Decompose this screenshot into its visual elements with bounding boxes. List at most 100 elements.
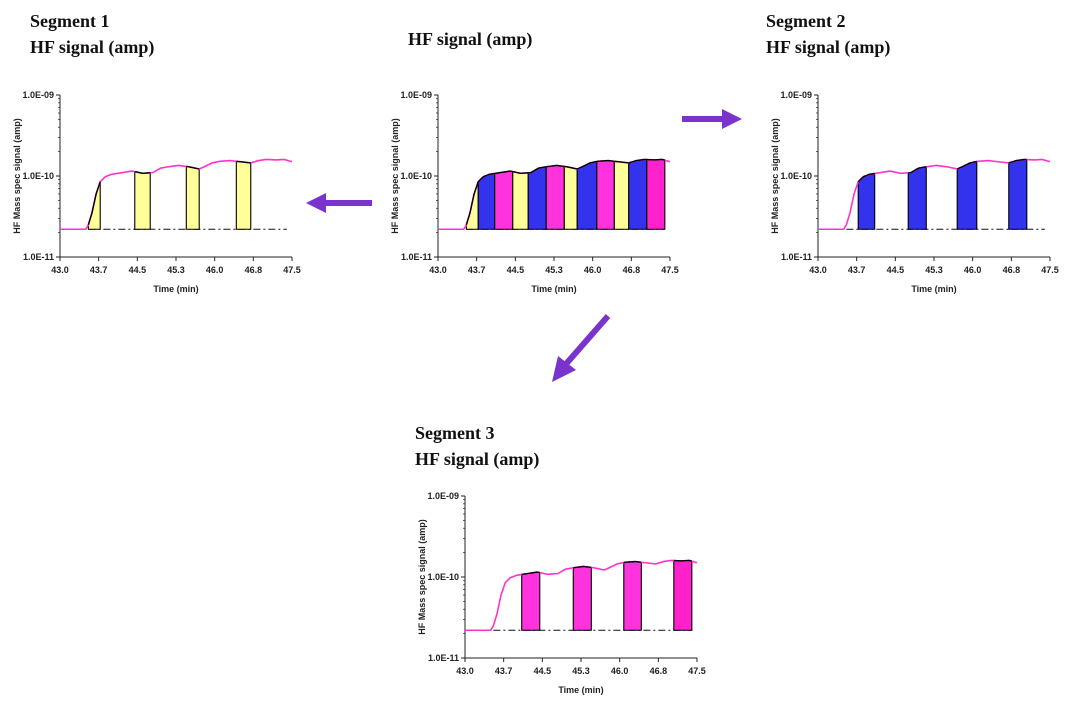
y-axis-label: HF Mass spec signal (amp) [417, 519, 427, 635]
y-axis-label: HF Mass spec signal (amp) [770, 118, 780, 234]
x-tick-label: 45.3 [572, 666, 590, 676]
chart-combined: 1.0E-11 1.0E-10 1.0E-09 43.0 43.7 44.5 45.3 46.… [378, 75, 679, 305]
x-axis-label: Time (min) [558, 685, 603, 695]
chart-segment-3: 1.0E-11 1.0E-10 1.0E-09 43.0 43.7 44.5 45.3 46.… [405, 476, 706, 706]
segment-top-edge [956, 160, 977, 170]
x-axis-label: Time (min) [911, 284, 956, 294]
segment-top-edge [857, 172, 875, 183]
segment-top-edge [564, 165, 578, 170]
integration-segment [613, 160, 630, 230]
y-tick-label: 1.0E-10 [780, 171, 812, 181]
segment-3-subtitle: HF signal (amp) [415, 449, 540, 469]
x-tick-label: 43.7 [468, 265, 486, 275]
y-tick-label: 1.0E-11 [428, 653, 459, 663]
x-tick-label: 43.0 [809, 265, 827, 275]
integration-segment [576, 160, 598, 230]
segment-top-edge [623, 560, 642, 564]
combined-subtitle: HF signal (amp) [408, 29, 533, 49]
y-axis-label: HF Mass spec signal (amp) [12, 118, 22, 234]
x-tick-label: 45.3 [925, 265, 943, 275]
segment-top-edge [1008, 158, 1027, 164]
chart-segment-2: 1.0E-11 1.0E-10 1.0E-09 43.0 43.7 44.5 45.3 46.… [758, 75, 1059, 305]
x-axis-label: Time (min) [531, 284, 576, 294]
segment-top-edge [596, 159, 615, 163]
segment-top-edge [465, 181, 479, 225]
segment-top-edge [494, 170, 513, 175]
integration-segment [185, 165, 200, 230]
arrow-down-left-icon [552, 314, 611, 382]
integration-segment [527, 166, 547, 230]
x-tick-label: 46.8 [245, 265, 263, 275]
segment-top-edge [528, 166, 547, 174]
integration-segment [572, 565, 592, 631]
chart-segment-3-svg: 1.0E-11 1.0E-10 1.0E-09 43.0 43.7 44.5 45.3 46.… [417, 491, 706, 695]
x-tick-label: 46.0 [206, 265, 224, 275]
chart-segment-1: 1.0E-11 1.0E-10 1.0E-09 43.0 43.7 44.5 45.3 46.… [0, 75, 301, 305]
integration-segment [956, 160, 978, 230]
y-tick-label: 1.0E-10 [427, 572, 459, 582]
integration-segment [512, 170, 529, 230]
segment-top-edge [673, 559, 693, 562]
integration-segment [1008, 158, 1028, 230]
x-axis-label: Time (min) [153, 284, 198, 294]
y-tick-label: 1.0E-09 [427, 491, 459, 501]
arrow-right-icon [682, 109, 742, 129]
x-tick-label: 43.7 [90, 265, 108, 275]
segment-2-title: Segment 2 [766, 11, 846, 31]
y-tick-label: 1.0E-10 [22, 171, 54, 181]
x-tick-label: 43.0 [51, 265, 69, 275]
integration-segment [134, 170, 151, 230]
x-tick-label: 44.5 [507, 265, 525, 275]
integration-segment [477, 172, 496, 230]
integration-segment [907, 166, 927, 230]
x-tick-label: 46.8 [650, 666, 668, 676]
x-tick-label: 45.3 [545, 265, 563, 275]
x-tick-label: 43.0 [456, 666, 474, 676]
integration-segment [857, 172, 876, 230]
y-axis-label: HF Mass spec signal (amp) [390, 118, 400, 234]
integration-segment [596, 160, 615, 230]
x-tick-label: 43.7 [495, 666, 513, 676]
segment-top-edge [628, 158, 647, 164]
x-tick-label: 46.8 [1003, 265, 1021, 275]
x-tick-label: 46.8 [623, 265, 641, 275]
x-tick-label: 44.5 [887, 265, 905, 275]
x-tick-label: 43.7 [848, 265, 866, 275]
segment-top-edge [87, 181, 101, 225]
segment-2-subtitle: HF signal (amp) [766, 37, 891, 57]
chart-combined-svg: 1.0E-11 1.0E-10 1.0E-09 43.0 43.7 44.5 45.3 46.… [390, 90, 679, 294]
chart-segment-2-svg: 1.0E-11 1.0E-10 1.0E-09 43.0 43.7 44.5 45.3 46.… [770, 90, 1059, 294]
segment-top-edge [646, 158, 666, 161]
segment-top-edge [134, 170, 151, 174]
segment-top-edge [186, 165, 200, 170]
y-tick-label: 1.0E-09 [22, 90, 54, 100]
x-tick-label: 46.0 [964, 265, 982, 275]
segment-top-edge [573, 565, 592, 569]
x-tick-label: 46.0 [584, 265, 602, 275]
segment-1-subtitle: HF signal (amp) [30, 37, 155, 57]
x-tick-label: 47.5 [283, 265, 301, 275]
segment-1-title: Segment 1 [30, 11, 110, 31]
integration-segment [646, 158, 666, 230]
x-tick-label: 47.5 [661, 265, 679, 275]
integration-segment [235, 160, 252, 230]
integration-segment [521, 571, 541, 631]
x-tick-label: 44.5 [534, 666, 552, 676]
x-tick-label: 47.5 [1041, 265, 1059, 275]
integration-segment [545, 164, 565, 230]
segment-top-edge [521, 571, 540, 576]
x-tick-label: 43.0 [429, 265, 447, 275]
chart-segment-1-svg: 1.0E-11 1.0E-10 1.0E-09 43.0 43.7 44.5 45.3 46.… [12, 90, 301, 294]
segment-top-edge [614, 160, 629, 164]
segment-top-edge [236, 160, 251, 164]
x-tick-label: 46.0 [611, 666, 629, 676]
y-tick-label: 1.0E-11 [23, 252, 54, 262]
arrow-left-icon [306, 193, 372, 213]
segment-3-title: Segment 3 [415, 423, 495, 443]
segment-top-edge [546, 164, 565, 168]
integration-segment [494, 170, 514, 230]
segment-top-edge [477, 172, 495, 183]
y-tick-label: 1.0E-11 [781, 252, 812, 262]
integration-segment [673, 559, 693, 631]
segment-top-edge [908, 166, 927, 174]
